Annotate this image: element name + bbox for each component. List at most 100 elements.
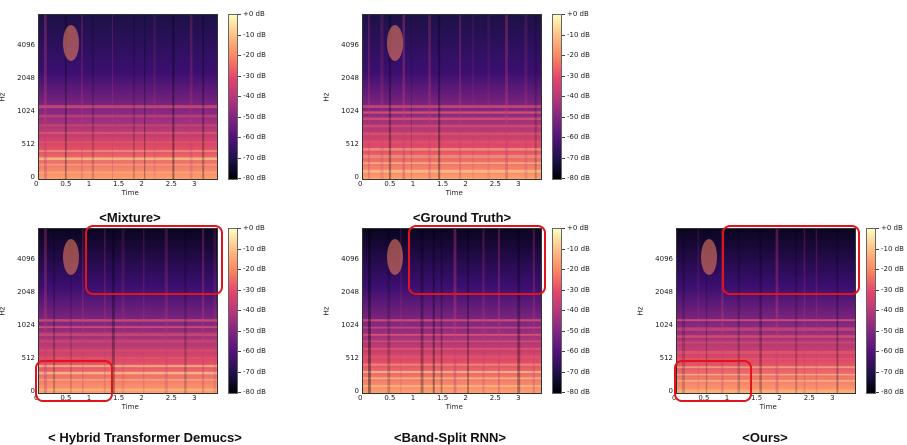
colorbar-tick-label: -20 dB [243, 52, 266, 59]
colorbar [552, 14, 562, 180]
y-tick-label: 1024 [329, 108, 359, 115]
x-axis-label: Time [122, 403, 139, 411]
y-axis-label: Hz [322, 92, 330, 101]
colorbar-tick-label: +0 dB [567, 225, 589, 232]
colorbar-tick-label: -30 dB [567, 287, 590, 294]
x-axis-label: Time [446, 189, 463, 197]
colorbar-tick-label: -70 dB [243, 369, 266, 376]
y-axis-label: Hz [322, 306, 330, 315]
y-tick-label: 2048 [5, 75, 35, 82]
spectrogram-plot [38, 14, 218, 180]
y-tick-label: 2048 [329, 289, 359, 296]
highlight-box [722, 225, 860, 295]
y-tick-label: 0 [5, 388, 35, 395]
x-tick-label: 2.5 [490, 181, 501, 188]
colorbar-tick-label: -50 dB [567, 328, 590, 335]
y-tick-label: 2048 [329, 75, 359, 82]
colorbar-tick-label: -50 dB [567, 114, 590, 121]
colorbar-tick-label: +0 dB [243, 11, 265, 18]
y-tick-label: 512 [329, 141, 359, 148]
highlight-box [674, 360, 752, 402]
x-tick-label: 2.5 [490, 395, 501, 402]
x-tick-label: 1.5 [437, 395, 448, 402]
y-tick-label: 4096 [643, 256, 673, 263]
panel-caption: <Band-Split RNN> [394, 430, 506, 445]
colorbar-tick-label: -80 dB [567, 175, 590, 182]
y-tick-label: 512 [329, 355, 359, 362]
highlight-box [85, 225, 223, 295]
colorbar-tick-label: -20 dB [881, 266, 904, 273]
y-tick-label: 0 [329, 174, 359, 181]
y-tick-label: 512 [5, 141, 35, 148]
x-axis-label: Time [760, 403, 777, 411]
colorbar-tick-label: -70 dB [567, 369, 590, 376]
colorbar-tick-label: -10 dB [567, 32, 590, 39]
colorbar-tick-label: -70 dB [567, 155, 590, 162]
x-tick-label: 2.5 [166, 181, 177, 188]
x-tick-label: 0.5 [60, 181, 71, 188]
colorbar-tick-label: -40 dB [567, 307, 590, 314]
x-axis-label: Time [122, 189, 139, 197]
y-tick-label: 2048 [5, 289, 35, 296]
colorbar-tick-label: -80 dB [243, 389, 266, 396]
x-tick-label: 2.5 [804, 395, 815, 402]
colorbar-tick-label: -70 dB [243, 155, 266, 162]
colorbar-tick-label: -80 dB [567, 389, 590, 396]
spectrogram-image [363, 15, 541, 179]
colorbar-tick-label: -30 dB [881, 287, 904, 294]
y-tick-label: 1024 [329, 322, 359, 329]
colorbar-tick-label: -60 dB [243, 134, 266, 141]
y-tick-label: 512 [5, 355, 35, 362]
y-tick-label: 0 [643, 388, 673, 395]
colorbar-tick-label: +0 dB [567, 11, 589, 18]
colorbar-tick-label: -70 dB [881, 369, 904, 376]
highlight-box [35, 360, 113, 402]
x-tick-label: 3 [516, 395, 520, 402]
y-tick-label: 2048 [643, 289, 673, 296]
colorbar-tick-label: -50 dB [243, 114, 266, 121]
x-tick-label: 3 [192, 181, 196, 188]
y-tick-label: 4096 [329, 256, 359, 263]
y-tick-label: 1024 [5, 108, 35, 115]
y-tick-label: 4096 [329, 42, 359, 49]
colorbar-tick-label: -30 dB [567, 73, 590, 80]
colorbar-tick-label: +0 dB [881, 225, 903, 232]
panel-caption: < Hybrid Transformer Demucs> [48, 430, 242, 445]
colorbar-tick-label: -10 dB [243, 32, 266, 39]
colorbar-tick-label: -60 dB [567, 134, 590, 141]
x-tick-label: 3 [830, 395, 834, 402]
colorbar-tick-label: -80 dB [881, 389, 904, 396]
colorbar-tick-label: -40 dB [567, 93, 590, 100]
x-tick-label: 1 [411, 181, 415, 188]
colorbar-tick-label: -20 dB [567, 52, 590, 59]
panel-caption: <Ours> [742, 430, 788, 445]
x-tick-label: 2 [139, 181, 143, 188]
x-tick-label: 2 [463, 181, 467, 188]
y-tick-label: 4096 [5, 256, 35, 263]
colorbar-tick-label: -30 dB [243, 73, 266, 80]
y-tick-label: 4096 [5, 42, 35, 49]
colorbar-tick-label: -80 dB [243, 175, 266, 182]
colorbar-tick-label: -40 dB [243, 307, 266, 314]
spectrogram-image [39, 15, 217, 179]
colorbar-tick-label: -60 dB [881, 348, 904, 355]
y-tick-label: 0 [5, 174, 35, 181]
x-tick-label: 3 [192, 395, 196, 402]
colorbar [552, 228, 562, 394]
y-tick-label: 1024 [5, 322, 35, 329]
x-tick-label: 3 [516, 181, 520, 188]
colorbar-tick-label: -20 dB [567, 266, 590, 273]
colorbar-tick-label: -30 dB [243, 287, 266, 294]
y-tick-label: 0 [329, 388, 359, 395]
y-axis-label: Hz [0, 92, 6, 101]
x-tick-label: 1.5 [751, 395, 762, 402]
colorbar-tick-label: -10 dB [567, 246, 590, 253]
x-tick-label: 1.5 [113, 181, 124, 188]
colorbar [228, 14, 238, 180]
x-tick-label: 0 [34, 181, 38, 188]
panel-caption: <Ground Truth> [413, 210, 511, 225]
x-tick-label: 1 [87, 181, 91, 188]
x-tick-label: 0.5 [384, 395, 395, 402]
